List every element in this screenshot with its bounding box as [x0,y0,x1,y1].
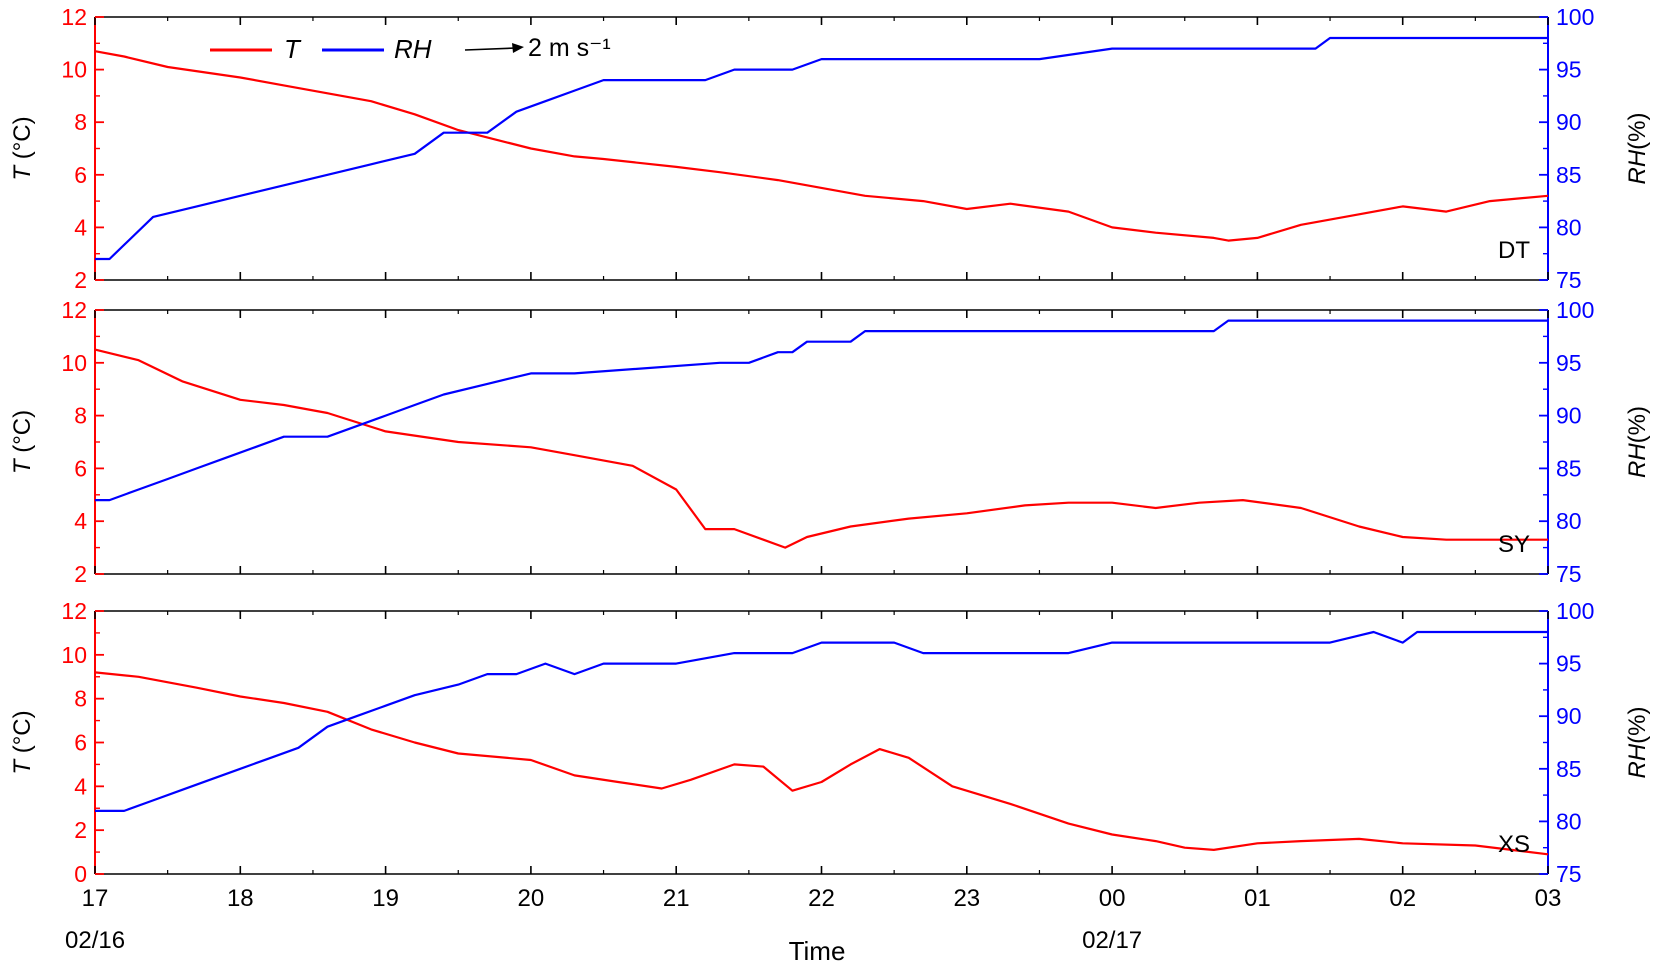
right-tick-label: 90 [1556,109,1582,135]
left-axis-unit: (°C) [9,710,36,760]
left-tick-label: 12 [61,4,87,30]
x-tick-label: 20 [518,885,545,912]
left-tick-label: 6 [74,730,87,756]
right-tick-label: 75 [1556,861,1582,887]
right-tick-label: 85 [1556,162,1582,188]
right-axis-unit: (%) [1624,406,1651,443]
station-label: DT [1498,237,1530,264]
left-tick-label: 2 [74,817,87,843]
right-tick-label: 100 [1556,4,1594,30]
left-axis-var: T [9,457,36,474]
right-tick-label: 80 [1556,214,1582,240]
left-tick-label: 6 [74,455,87,481]
right-axis-title: RH(%) [1624,113,1651,185]
series-t-line-sy [94,348,1548,549]
x-tick-label: 19 [372,885,399,912]
panel-sy: 2 4 6 8 10 12 75 80 85 90 95 100 T (°C) RH(%) SY [9,297,1651,587]
left-tick-label: 10 [61,57,87,83]
x-date-label: 02/17 [1082,927,1142,954]
series-t-line-dt [94,50,1549,242]
left-axis-unit: (°C) [9,410,36,460]
x-axis-labels: 17 18 19 20 21 22 23 00 01 02 03 02/16 02/17 Time [65,885,1561,966]
left-tick-label: 8 [74,686,87,712]
x-axis-title: Time [789,936,846,966]
legend-t-label: T [284,34,302,64]
station-label: XS [1498,831,1530,858]
x-tick-label: 21 [663,885,690,912]
right-axis-var: RH [1624,743,1651,778]
right-tick-label: 75 [1556,267,1582,293]
right-axis-unit: (%) [1624,707,1651,744]
series-t-line-xs [94,671,1549,856]
right-tick-label: 80 [1556,808,1582,834]
right-tick-label: 90 [1556,703,1582,729]
x-tick-label: 03 [1535,885,1562,912]
right-tick-label: 90 [1556,403,1582,429]
right-tick-label: 95 [1556,57,1582,83]
series-rh-line-dt [95,36,1548,261]
right-axis-var: RH [1624,443,1651,478]
x-date-label: 02/16 [65,927,125,954]
right-axis-var: RH [1624,149,1651,184]
right-tick-label: 100 [1556,297,1594,323]
x-tick-label: 18 [227,885,254,912]
left-axis-unit: (°C) [9,116,36,166]
left-tick-label: 4 [74,214,87,240]
left-tick-label: 4 [74,508,87,534]
left-tick-label: 12 [61,297,87,323]
right-tick-label: 80 [1556,508,1582,534]
legend-wind-arrow-head [512,43,524,53]
station-label: SY [1498,531,1530,558]
legend: T RH 2 m s⁻¹ [210,34,611,64]
left-tick-label: 8 [74,403,87,429]
right-tick-label: 85 [1556,455,1582,481]
legend-rh-label: RH [394,34,432,64]
x-tick-label: 23 [953,885,980,912]
left-axis-title: T (°C) [9,410,36,474]
left-tick-label: 0 [74,861,87,887]
x-tick-label: 00 [1099,885,1126,912]
left-tick-label: 12 [61,598,87,624]
right-tick-label: 100 [1556,598,1594,624]
x-tick-label: 22 [808,885,835,912]
left-axis-title: T (°C) [9,710,36,774]
right-axis-title: RH(%) [1624,406,1651,478]
left-axis-var: T [9,164,36,181]
series-rh-line-xs [95,630,1548,813]
legend-wind-label: 2 m s⁻¹ [528,34,611,62]
left-tick-label: 2 [74,561,87,587]
left-tick-label: 6 [74,162,87,188]
x-tick-label: 01 [1244,885,1271,912]
right-tick-label: 95 [1556,651,1582,677]
left-axis-var: T [9,758,36,775]
right-tick-label: 85 [1556,756,1582,782]
left-tick-label: 2 [74,267,87,293]
right-tick-label: 95 [1556,350,1582,376]
x-tick-label: 17 [82,885,109,912]
panel-xs: 0 2 4 6 8 10 12 75 80 85 90 95 100 T (°C) RH(%) XS [9,598,1651,887]
right-axis-title: RH(%) [1624,707,1651,779]
left-tick-label: 10 [61,350,87,376]
series-rh-line-sy [95,319,1548,502]
legend-wind-arrow-shaft [464,47,517,51]
left-tick-label: 10 [61,642,87,668]
left-axis-title: T (°C) [9,116,36,180]
x-tick-label: 02 [1389,885,1416,912]
left-tick-label: 4 [74,773,87,799]
right-tick-label: 75 [1556,561,1582,587]
left-tick-label: 8 [74,109,87,135]
right-axis-unit: (%) [1624,113,1651,150]
